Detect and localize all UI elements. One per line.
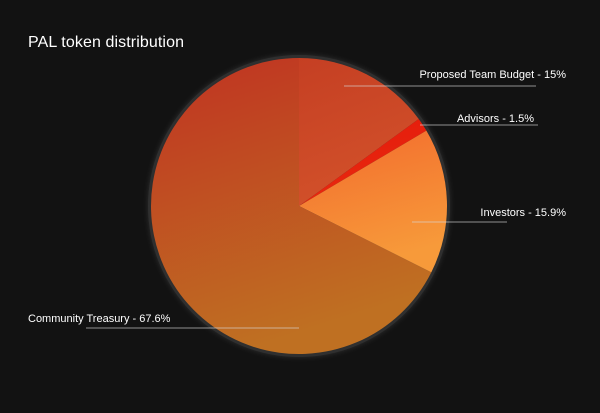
slice-label-investors: Investors - 15.9% [480, 207, 566, 219]
pie-slice-investors [299, 130, 447, 273]
pie-slice-advisors [299, 119, 427, 206]
slice-label-community-treasury: Community Treasury - 67.6% [28, 313, 171, 325]
slice-label-advisors: Advisors - 1.5% [457, 113, 534, 125]
slice-label-proposed-team-budget: Proposed Team Budget - 15% [419, 69, 566, 81]
pie-slice-proposed-team-budget [299, 58, 419, 206]
chart-title: PAL token distribution [28, 34, 185, 51]
pie-slice-community-treasury [151, 57, 432, 355]
